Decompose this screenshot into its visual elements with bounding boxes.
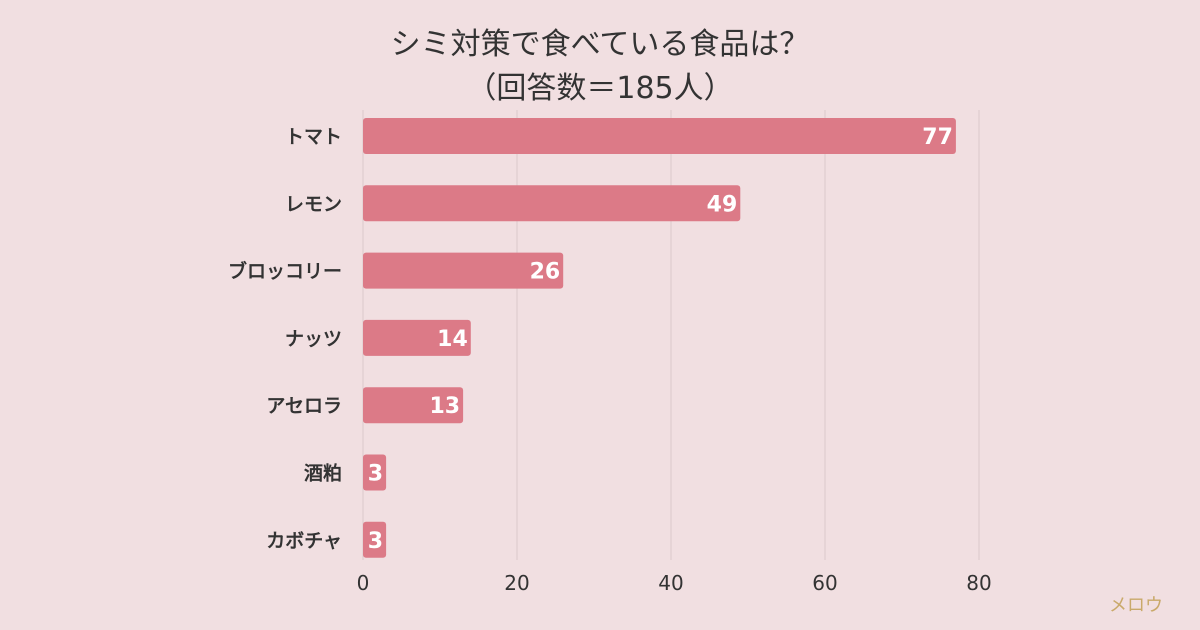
bar: [363, 387, 464, 424]
bar: [363, 118, 956, 154]
chart-subtitle: （回答数＝185人）: [466, 71, 733, 106]
value-label: 26: [530, 260, 561, 285]
x-axis-ticks: 0 20 40 60 80: [357, 571, 992, 595]
watermark-logo: メロウ: [1109, 595, 1163, 616]
value-label: 3: [368, 462, 383, 487]
bar: [363, 521, 387, 558]
x-tick-label: 40: [658, 571, 683, 595]
value-label: 77: [922, 125, 953, 150]
value-label: 49: [707, 192, 738, 217]
category-label: カボチャ: [266, 530, 342, 552]
category-label: ナッツ: [285, 328, 342, 350]
bars-group: [363, 118, 956, 558]
value-label: 3: [368, 529, 383, 554]
watermark-text: メロウ: [1109, 595, 1163, 616]
category-label: ブロッコリー: [228, 260, 342, 283]
value-label: 14: [437, 327, 468, 352]
bar: [363, 185, 741, 222]
chart-title: シミ対策で食べている食品は？: [391, 27, 810, 62]
x-tick-label: 20: [504, 571, 529, 595]
bar: [363, 252, 564, 289]
category-label: トマト: [285, 126, 342, 148]
x-tick-label: 60: [812, 571, 837, 595]
category-label: アセロラ: [266, 395, 342, 417]
bar: [363, 319, 471, 356]
x-tick-label: 0: [357, 571, 370, 595]
value-labels: 77 49 26 14 13 3 3: [368, 125, 953, 554]
x-tick-label: 80: [966, 571, 991, 595]
value-label: 13: [429, 394, 460, 419]
bar: [363, 454, 387, 491]
category-label: レモン: [285, 193, 342, 215]
category-label: 酒粕: [304, 462, 342, 485]
